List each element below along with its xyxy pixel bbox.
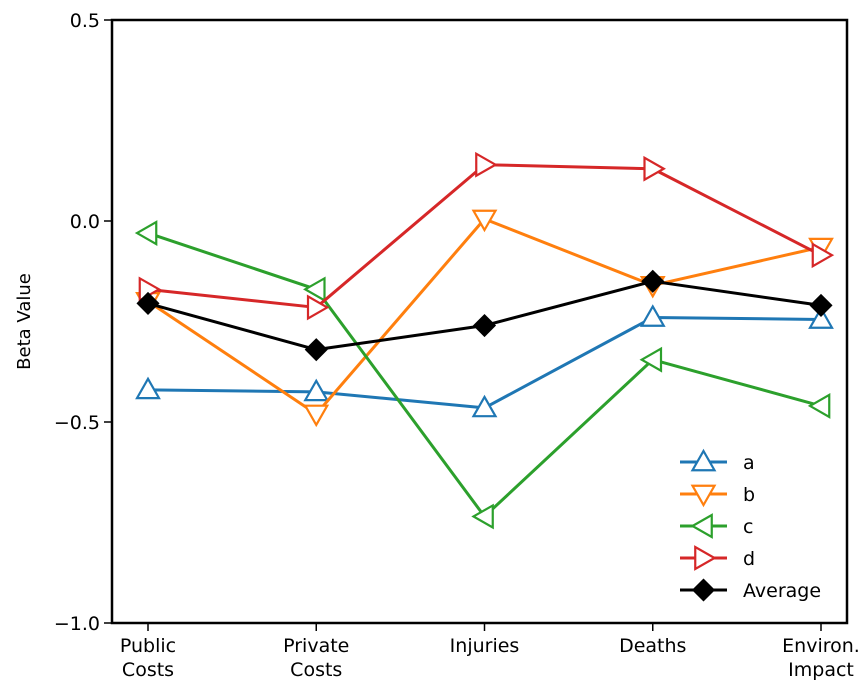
data-point [807,393,831,419]
series-average [136,269,833,362]
legend-label: d [743,548,755,570]
x-tick-label-line: Public [120,635,176,657]
x-tick-label-line: Costs [122,659,174,681]
series-layer [134,151,835,530]
legend-entry: Average [680,578,821,602]
legend-marker [690,448,717,472]
series-a [135,304,834,418]
data-point [641,269,665,293]
plot-frame [110,18,849,625]
data-point [306,294,330,321]
data-point [639,346,663,373]
data-point [303,378,330,402]
x-tick-label: Injuries [450,635,520,657]
data-point [303,404,330,428]
data-point [809,293,833,317]
x-tick-label: Deaths [619,635,686,657]
data-point [304,338,328,362]
x-tick-label-line: Environ. [782,635,860,657]
data-point [471,503,494,530]
x-tick-label: Environ. Impact [782,635,860,681]
data-point [471,394,498,418]
legend-label: a [743,452,755,474]
series-c [134,220,831,530]
x-tick-label: Private Costs [283,635,349,681]
legend-marker [694,545,717,571]
y-tick-label: −1.0 [54,613,100,635]
data-point [472,313,497,338]
data-point [811,242,835,269]
series-d [138,151,835,321]
x-tick-label: Public Costs [120,635,176,681]
x-tick-label-line: Costs [290,659,342,681]
legend-label: b [743,484,755,506]
data-point [303,276,326,303]
data-point [135,376,161,400]
legend-marker [691,578,716,602]
legend-marker [690,513,713,539]
data-point [808,306,834,329]
data-point [475,151,498,178]
y-axis-label: Beta Value [14,273,35,370]
data-point [134,220,158,246]
legend-entry: b [680,484,755,508]
data-point [471,209,498,233]
series-line [147,163,822,309]
x-tick-label-line: Injuries [450,635,520,657]
y-tick-label: 0.0 [70,211,100,233]
x-tick-label-line: Deaths [619,635,686,657]
legend-entry: c [680,513,753,539]
x-tick-label-line: Impact [788,659,854,681]
legend-label: c [743,516,753,538]
data-point [643,155,666,182]
data-point [639,304,666,327]
data-point [136,291,160,315]
y-tick-label: 0.5 [70,10,100,32]
series-line [147,231,822,518]
y-tick-label: −0.5 [54,412,100,434]
legend-entry: a [680,448,755,474]
x-tick-label-line: Private [283,635,349,657]
legend-marker [690,484,717,508]
legend-label: Average [743,580,821,602]
legend-entry: d [680,545,755,571]
